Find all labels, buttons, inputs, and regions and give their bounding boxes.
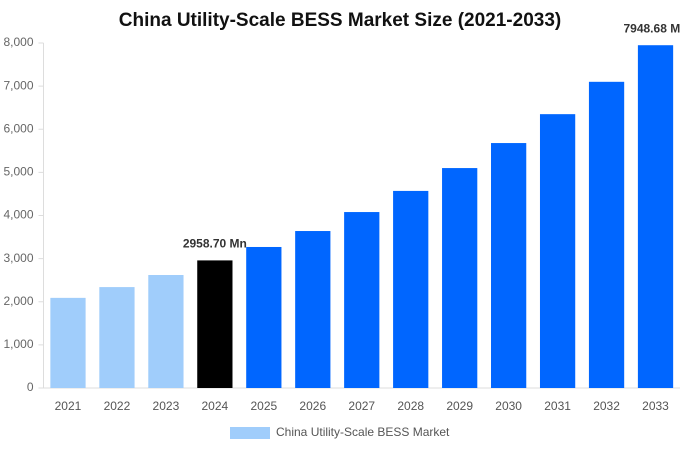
bar — [637, 45, 674, 389]
x-tick-label: 2033 — [642, 399, 669, 413]
legend-label: China Utility-Scale BESS Market — [276, 425, 450, 439]
x-tick-label: 2021 — [55, 399, 82, 413]
x-tick-label: 2028 — [397, 399, 424, 413]
bar — [295, 231, 331, 388]
y-tick-label: 7,000 — [3, 78, 33, 92]
bar — [246, 246, 282, 388]
bar — [344, 212, 380, 388]
bar — [148, 275, 184, 388]
x-tick-label: 2025 — [250, 399, 277, 413]
x-tick-label: 2024 — [202, 399, 229, 413]
value-label: 7948.68 Mn — [623, 21, 680, 35]
bar — [588, 81, 625, 388]
y-tick-label: 3,000 — [3, 251, 33, 265]
y-tick-label: 5,000 — [3, 165, 33, 179]
x-tick-label: 2027 — [348, 399, 375, 413]
x-tick-label: 2030 — [495, 399, 522, 413]
bar — [442, 168, 478, 388]
bar — [491, 143, 527, 388]
bar — [393, 190, 429, 388]
bar — [50, 297, 86, 388]
x-tick-label: 2023 — [153, 399, 180, 413]
chart-title: China Utility-Scale BESS Market Size (20… — [119, 10, 561, 31]
bar — [539, 114, 576, 388]
legend-swatch — [230, 427, 270, 439]
y-tick-label: 2,000 — [3, 294, 33, 308]
value-label: 2958.70 Mn — [183, 237, 247, 251]
y-tick-label: 4,000 — [3, 208, 33, 222]
y-tick-label: 1,000 — [3, 337, 33, 351]
x-tick-label: 2031 — [544, 399, 571, 413]
y-tick-label: 0 — [27, 380, 34, 394]
x-tick-label: 2022 — [104, 399, 131, 413]
bar — [99, 287, 135, 388]
x-tick-label: 2032 — [593, 399, 620, 413]
bar — [197, 260, 233, 388]
y-tick-label: 6,000 — [3, 121, 33, 135]
x-tick-label: 2029 — [446, 399, 473, 413]
x-tick-label: 2026 — [299, 399, 326, 413]
y-tick-label: 8,000 — [3, 35, 33, 49]
